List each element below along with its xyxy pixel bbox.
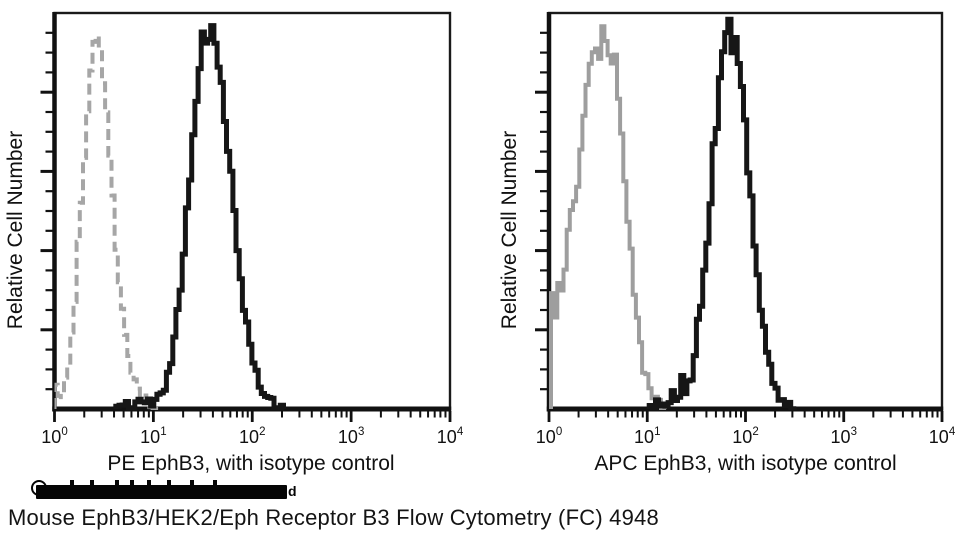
x-axis-label: PE EphB3, with isotype control: [107, 452, 394, 475]
watermark-visible-letter: d: [288, 483, 297, 499]
redaction-artifact: [213, 480, 217, 487]
redaction-artifact: [90, 480, 94, 487]
x-tick-label: 103: [338, 426, 364, 447]
axis-ticks: [40, 31, 452, 422]
y-axis-label: Relative Cell Number: [4, 131, 27, 329]
series-isotype-control: [54, 34, 159, 410]
x-tick-label: 100: [41, 426, 67, 447]
redaction-artifact: [115, 480, 119, 487]
x-tick-label: 103: [831, 426, 857, 447]
axis-ticks: [535, 31, 944, 422]
flow-cytometry-histograms: 100 101 102 103 104 PE EphB3, with isotype co…: [4, 11, 956, 475]
x-axis-label: APC EphB3, with isotype control: [594, 452, 896, 475]
chart-apc-ephb3: 100 101 102 103 104 APC EphB3, with isotype c…: [498, 11, 956, 475]
x-tick-label: 102: [239, 426, 265, 447]
redaction-artifact: [70, 480, 74, 487]
figure-caption: Mouse EphB3/HEK2/Eph Receptor B3 Flow Cy…: [8, 505, 659, 530]
x-tick-label: 102: [732, 426, 758, 447]
series-isotype-control: [549, 24, 667, 410]
x-tick-label: 104: [929, 426, 956, 447]
redaction-bar: [36, 485, 287, 499]
plot-frame: [547, 11, 944, 411]
series-APC-EphB3: [646, 16, 797, 410]
chart-pe-ephb3: 100 101 102 103 104 PE EphB3, with isotype co…: [4, 11, 464, 475]
x-tick-label: 101: [634, 426, 660, 447]
x-tick-label: 100: [536, 426, 562, 447]
redaction-artifact: [190, 480, 194, 487]
redaction-artifact: [147, 480, 151, 487]
y-axis-label: Relative Cell Number: [498, 131, 521, 329]
redaction-artifact: [167, 480, 171, 487]
x-tick-label: 104: [437, 426, 464, 447]
series-PE-EphB3: [113, 23, 286, 410]
x-tick-label: 101: [140, 426, 166, 447]
redaction-artifact: [130, 480, 134, 487]
